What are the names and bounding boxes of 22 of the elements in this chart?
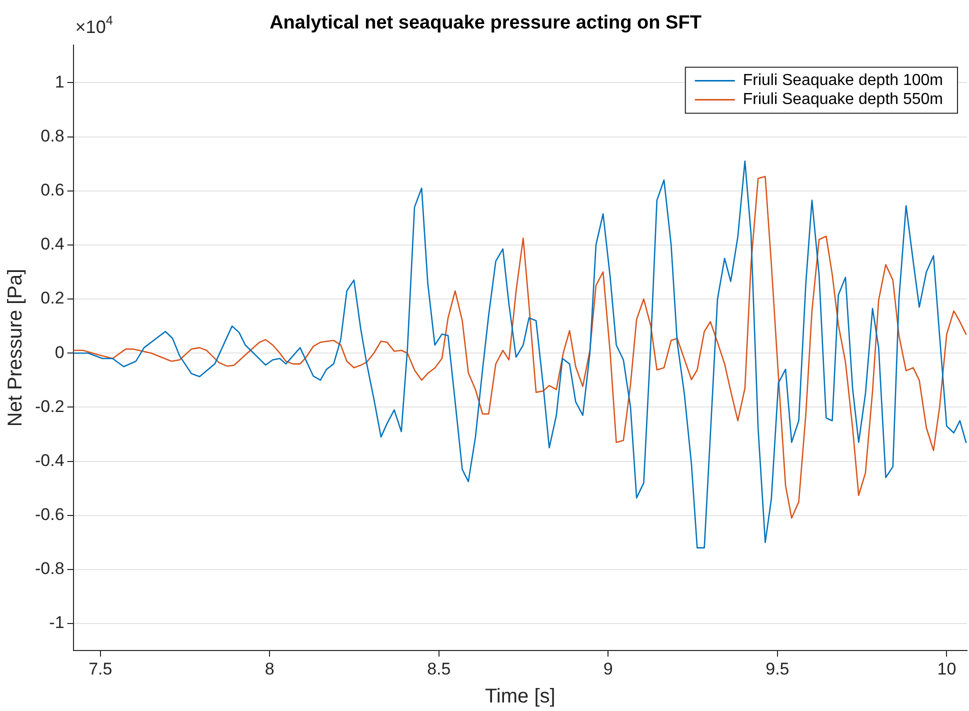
y-tick-label: 0.4 [40, 234, 64, 254]
legend-label: Friuli Seaquake depth 100m [742, 72, 943, 90]
y-tick-label: -1 [49, 613, 64, 632]
x-tick-label: 8 [264, 659, 274, 678]
x-tick-label: 9.5 [766, 659, 790, 678]
y-tick-label: 1 [54, 72, 64, 92]
y-tick-label: -0.6 [34, 505, 64, 524]
y-tick-label: 0.8 [40, 126, 64, 146]
chart-title: Analytical net seaquake pressure acting on SFT [270, 12, 702, 34]
y-axis-title: Net Pressure [Pa] [4, 268, 27, 427]
y-tick-label: 0.2 [40, 288, 64, 308]
legend-label: Friuli Seaquake depth 550m [742, 91, 943, 108]
y-tick-label: -0.4 [34, 450, 64, 470]
y-tick-label: 0.6 [40, 180, 64, 200]
x-tick-label: 10 [937, 659, 956, 678]
y-tick-label: 0 [54, 342, 64, 362]
x-tick-label: 9 [603, 659, 613, 678]
y-tick-label: -0.2 [34, 396, 64, 416]
x-tick-label: 7.5 [88, 659, 112, 678]
x-axis-title: Time [s] [484, 686, 556, 708]
x-tick-label: 8.5 [427, 659, 451, 678]
y-tick-label: -0.8 [34, 559, 64, 578]
